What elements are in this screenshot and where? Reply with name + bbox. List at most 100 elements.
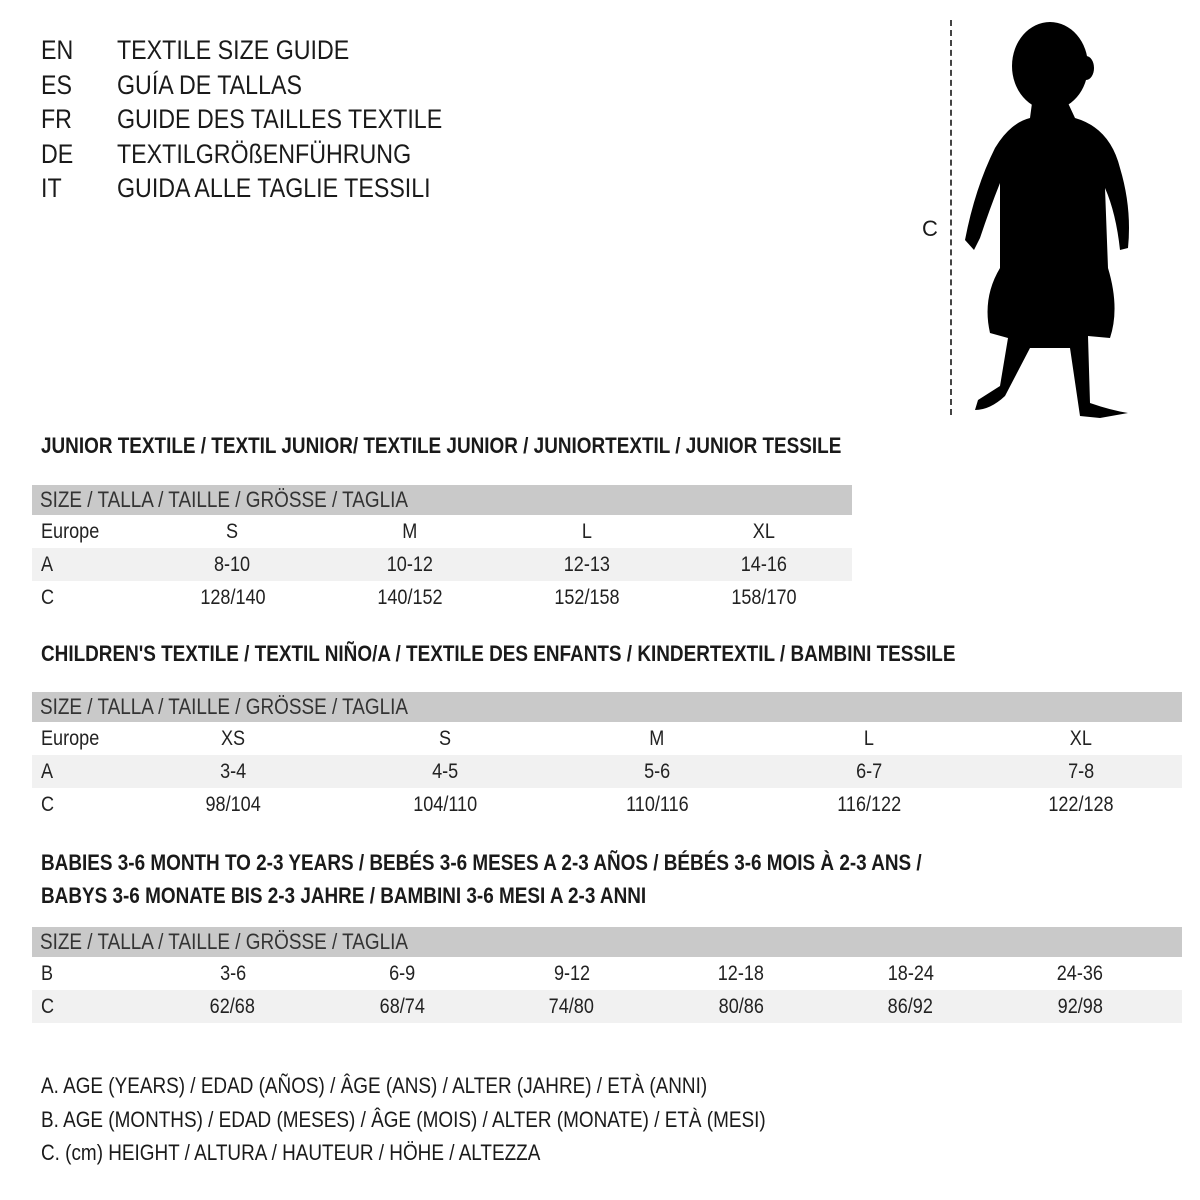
cell-value: S	[226, 520, 239, 543]
cell-value: 110/116	[625, 793, 689, 816]
section-title: BABIES 3-6 MONTH TO 2-3 YEARS / BEBÉS 3-…	[41, 846, 1065, 879]
cell-value: L	[581, 520, 592, 543]
section-title-text: JUNIOR TEXTILE / TEXTIL JUNIOR/ TEXTILE …	[41, 433, 842, 458]
cell-value: XL	[1069, 727, 1093, 750]
language-code: IT	[41, 173, 62, 203]
row-label-text: C	[41, 793, 55, 816]
row-label: C	[32, 788, 127, 821]
row-label-text: Europe	[41, 727, 100, 750]
language-title: TEXTILGRÖßENFÜHRUNG	[117, 138, 412, 169]
table-cell: XL	[675, 515, 852, 548]
language-title: GUIDA ALLE TAGLIE TESSILI	[117, 173, 431, 203]
cell-value: 86/92	[888, 995, 934, 1018]
section-title: BABYS 3-6 MONATE BIS 2-3 JAHRE / BAMBINI…	[41, 879, 745, 912]
cell-value: 92/98	[1057, 995, 1103, 1018]
language-code: DE	[41, 138, 74, 169]
table-cell: 68/74	[318, 990, 488, 1023]
table-cell: L	[763, 722, 975, 755]
legend-text: C. (cm) HEIGHT / ALTURA / HAUTEUR / HÖHE…	[41, 1140, 541, 1165]
legend-text: B. AGE (MONTHS) / EDAD (MESES) / ÂGE (MO…	[41, 1106, 766, 1132]
height-measure-line	[950, 20, 952, 415]
cell-value: 104/110	[413, 793, 477, 816]
cell-value: 62/68	[210, 995, 256, 1018]
cell-value: 68/74	[379, 995, 425, 1018]
section-title: CHILDREN'S TEXTILE / TEXTIL NIÑO/A / TEX…	[41, 637, 1104, 670]
cell-value: 7-8	[1067, 760, 1095, 783]
cell-value: M	[401, 520, 418, 543]
table-cell: M	[321, 515, 498, 548]
table-cell: 7-8	[975, 755, 1187, 788]
row-label: Europe	[32, 515, 144, 548]
table-cell: 4-5	[339, 755, 551, 788]
cell-value: 140/152	[376, 586, 443, 609]
cell-value: 4-5	[431, 760, 459, 783]
table-header-text: SIZE / TALLA / TAILLE / GRÖSSE / TAGLIA	[40, 694, 409, 719]
language-code: ES	[41, 69, 72, 100]
cell-value: 18-24	[887, 962, 934, 985]
row-label-text: A	[41, 553, 54, 576]
table-cell: 128/140	[144, 581, 321, 614]
table-cell: 12-13	[498, 548, 675, 581]
table-header-text: SIZE / TALLA / TAILLE / GRÖSSE / TAGLIA	[40, 487, 409, 512]
legend-text: A. AGE (YEARS) / EDAD (AÑOS) / ÂGE (ANS)…	[41, 1073, 708, 1098]
cell-value: XL	[752, 520, 775, 543]
row-label: A	[32, 548, 144, 581]
cell-value: 12-13	[563, 553, 610, 576]
row-label: C	[32, 581, 144, 614]
section-title-text: BABIES 3-6 MONTH TO 2-3 YEARS / BEBÉS 3-…	[41, 850, 922, 875]
row-label: B	[32, 957, 148, 990]
table-cell: 158/170	[675, 581, 852, 614]
cell-value: 74/80	[549, 995, 595, 1018]
cell-value: 98/104	[205, 793, 261, 816]
row-label: Europe	[32, 722, 127, 755]
language-title: GUÍA DE TALLAS	[117, 69, 302, 100]
cell-value: 152/158	[553, 586, 620, 609]
child-silhouette-icon	[965, 22, 1129, 418]
table-cell: 104/110	[339, 788, 551, 821]
size-table: SIZE / TALLA / TAILLE / GRÖSSE / TAGLIA B…	[32, 927, 1182, 1023]
cell-value: 128/140	[199, 586, 266, 609]
section-title-text: BABYS 3-6 MONATE BIS 2-3 JAHRE / BAMBINI…	[41, 883, 647, 908]
cell-value: 10-12	[386, 553, 433, 576]
table-cell: 116/122	[763, 788, 975, 821]
cell-value: 3-6	[219, 962, 246, 985]
table-row: C 128/140 140/152 152/158 158/170	[32, 581, 852, 614]
table-cell: 80/86	[657, 990, 827, 1023]
cell-value: 12-18	[718, 962, 765, 985]
cell-value: 3-4	[219, 760, 247, 783]
cell-value: L	[863, 727, 875, 750]
table-row: Europe S M L XL	[32, 515, 852, 548]
cell-value: XS	[220, 727, 246, 750]
cell-value: 5-6	[643, 760, 671, 783]
cell-value: M	[649, 727, 665, 750]
language-code: EN	[41, 35, 74, 65]
table-cell: 110/116	[551, 788, 763, 821]
height-measure-label: C	[922, 216, 938, 241]
table-cell: 9-12	[487, 957, 657, 990]
table-row: A 3-4 4-5 5-6 6-7 7-8	[32, 755, 1182, 788]
table-cell: 140/152	[321, 581, 498, 614]
cell-value: 116/122	[837, 793, 901, 816]
legend-line: B. AGE (MONTHS) / EDAD (MESES) / ÂGE (MO…	[41, 1103, 884, 1136]
table-cell: 152/158	[498, 581, 675, 614]
language-code: FR	[41, 104, 72, 134]
size-table: SIZE / TALLA / TAILLE / GRÖSSE / TAGLIA E…	[32, 485, 852, 614]
table-cell: 12-18	[657, 957, 827, 990]
table-header-text: SIZE / TALLA / TAILLE / GRÖSSE / TAGLIA	[40, 929, 409, 954]
language-title: GUIDE DES TAILLES TEXTILE	[117, 104, 443, 134]
cell-value: 122/128	[1048, 793, 1114, 816]
table-cell: 24-36	[996, 957, 1166, 990]
table-cell: XL	[975, 722, 1187, 755]
table-cell: XS	[127, 722, 339, 755]
cell-value: 6-9	[389, 962, 416, 985]
table-cell: M	[551, 722, 763, 755]
row-label: A	[32, 755, 127, 788]
table-header: SIZE / TALLA / TAILLE / GRÖSSE / TAGLIA	[32, 485, 852, 515]
table-cell: L	[498, 515, 675, 548]
legend-line: C. (cm) HEIGHT / ALTURA / HAUTEUR / HÖHE…	[41, 1136, 622, 1169]
language-title: TEXTILE SIZE GUIDE	[117, 35, 350, 65]
table-cell: 3-6	[148, 957, 318, 990]
table-row: Europe XS S M L XL	[32, 722, 1182, 755]
table-cell: 6-9	[318, 957, 488, 990]
cell-value: S	[438, 727, 452, 750]
